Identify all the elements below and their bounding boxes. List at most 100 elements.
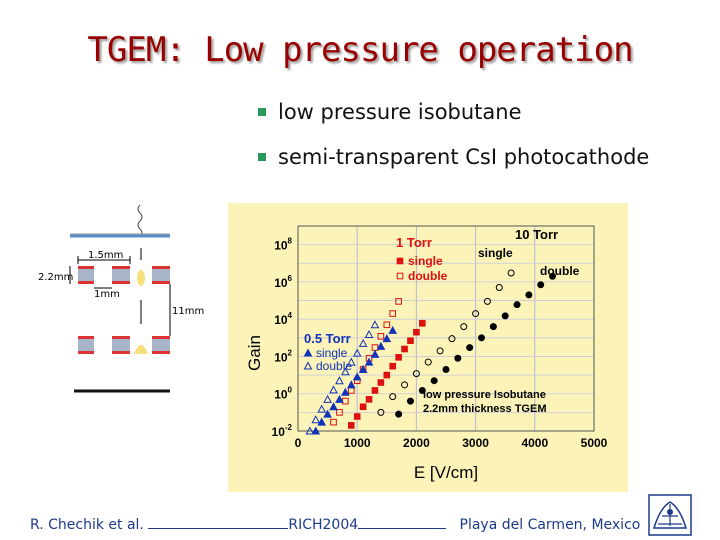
- data-point: [412, 370, 420, 378]
- thickness-label: 2.2mm: [38, 272, 73, 283]
- data-point: [389, 362, 397, 370]
- data-point: [377, 333, 385, 340]
- data-point: [460, 323, 468, 331]
- weizmann-logo: [648, 494, 692, 536]
- data-point: [424, 358, 432, 366]
- x-tick-label: 5000: [581, 436, 608, 450]
- data-point: [329, 385, 338, 394]
- data-point: [388, 325, 398, 334]
- tgem-detector-diagram: 1.5mm 2.2mm 1mm 11mm: [38, 204, 204, 393]
- footer: R. Chechik et al. RICH2004 Playa del Car…: [30, 517, 640, 533]
- bullet-item: semi-transparent CsI photocathode: [258, 145, 649, 169]
- data-point: [418, 386, 426, 394]
- data-point: [335, 376, 344, 385]
- data-point: [401, 345, 408, 353]
- data-point: [359, 403, 367, 411]
- data-point: [346, 357, 356, 366]
- data-point: [507, 269, 515, 277]
- chart-background: [228, 203, 628, 492]
- bullet-item: low pressure isobutane: [258, 100, 649, 124]
- x-tick-label: 1000: [344, 436, 371, 450]
- data-point: [537, 281, 545, 289]
- data-point: [346, 380, 356, 389]
- data-point: [406, 397, 414, 405]
- data-point: [448, 335, 456, 343]
- data-point: [419, 320, 426, 327]
- slide-title: TGEM: Low pressure operation: [87, 30, 633, 70]
- data-point: [341, 387, 350, 396]
- data-point: [336, 409, 343, 416]
- data-point: [436, 347, 444, 355]
- data-point: [495, 284, 503, 292]
- legend-entry-label: double: [540, 264, 580, 278]
- footer-location: Playa del Carmen, Mexico: [459, 517, 641, 533]
- data-point: [525, 291, 533, 299]
- legend-entry-label: single: [408, 254, 443, 268]
- data-point: [472, 310, 480, 318]
- legend-group-title: 10 Torr: [515, 227, 558, 242]
- gain-vs-field-chart: 0 1000 2000 3000 4000 500010-2100102104106108…: [228, 203, 628, 492]
- photon-path: [137, 204, 143, 238]
- footer-separator: [148, 517, 289, 529]
- x-axis-label: E [V/cm]: [414, 463, 478, 482]
- x-tick-label: 3000: [462, 436, 489, 450]
- annotation-line-1: low pressure Isobutane: [423, 389, 546, 401]
- tgem-lower: [78, 336, 170, 354]
- x-tick-label: 2000: [403, 436, 430, 450]
- data-point: [341, 367, 350, 376]
- data-point: [317, 404, 327, 413]
- data-point: [317, 417, 327, 426]
- legend-group-title: 1 Torr: [396, 235, 432, 250]
- data-point: [376, 341, 386, 350]
- data-point: [358, 338, 368, 347]
- legend-entry-label: double: [316, 359, 352, 373]
- data-point: [401, 381, 409, 389]
- legend-marker: [396, 257, 404, 265]
- x-tick-label: 0: [295, 436, 302, 450]
- annotation-line-2: 2.2mm thickness TGEM: [423, 403, 547, 415]
- data-point: [513, 301, 521, 309]
- data-point: [305, 426, 315, 435]
- bullet-text: semi-transparent CsI photocathode: [278, 145, 650, 169]
- x-tick-label: 4000: [521, 436, 548, 450]
- data-point: [407, 337, 414, 345]
- data-point: [483, 297, 491, 305]
- hole-pitch-label: 1.5mm: [88, 250, 123, 261]
- legend-group-title: 0.5 Torr: [304, 331, 351, 346]
- data-point: [335, 394, 344, 403]
- gap-label: 11mm: [172, 306, 204, 317]
- data-point: [377, 408, 385, 416]
- data-point: [395, 354, 402, 361]
- bullet-list: low pressure isobutane semi-transparent …: [258, 100, 649, 190]
- footer-separator: [358, 517, 447, 529]
- bullet-square-icon: [258, 153, 266, 161]
- data-point: [371, 387, 379, 394]
- data-point: [364, 357, 374, 366]
- data-point: [311, 426, 321, 435]
- data-point: [549, 272, 557, 280]
- legend-marker: [303, 348, 313, 357]
- data-point: [395, 298, 402, 305]
- data-point: [442, 365, 450, 373]
- data-point: [330, 418, 337, 426]
- data-point: [352, 372, 362, 381]
- legend-entry-label: single: [316, 346, 348, 360]
- data-point: [489, 323, 497, 331]
- data-point: [382, 334, 392, 343]
- data-point: [370, 320, 380, 329]
- tgem-upper: [78, 266, 170, 286]
- data-point: [454, 354, 462, 362]
- data-point: [383, 321, 391, 329]
- data-point: [365, 396, 373, 403]
- plot-area-frame: [297, 225, 595, 432]
- hole-diameter-label: 1mm: [94, 289, 120, 300]
- data-point: [353, 413, 361, 420]
- data-point: [389, 393, 397, 401]
- data-point: [347, 422, 355, 429]
- legend-entry-label: single: [478, 246, 513, 260]
- y-axis-label: Gain: [245, 335, 264, 371]
- data-point: [478, 334, 486, 342]
- bullet-square-icon: [258, 108, 266, 116]
- data-point: [501, 312, 509, 320]
- data-point: [466, 344, 474, 352]
